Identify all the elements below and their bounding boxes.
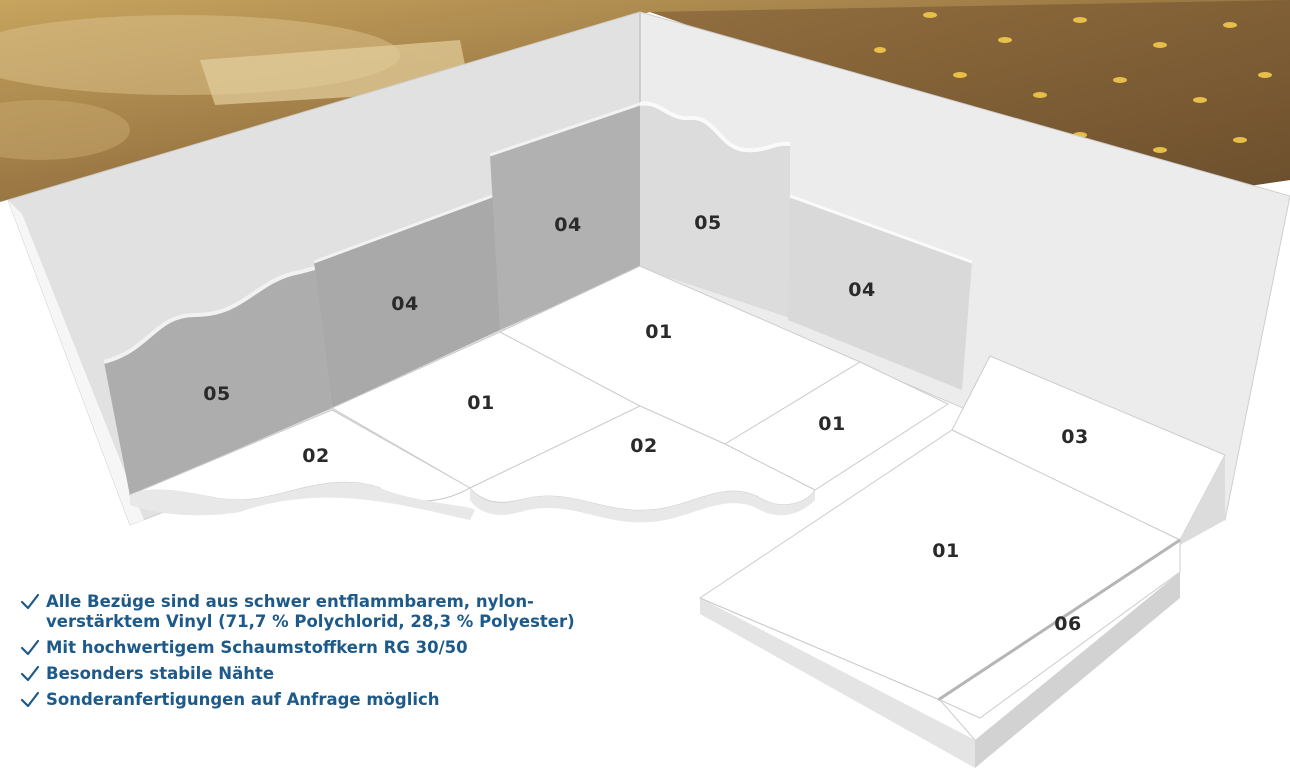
feature-item: Alle Bezüge sind aus schwer entflammbare… xyxy=(20,592,660,632)
label-center-floor-mat: 01 xyxy=(645,321,672,343)
feature-item: Besonders stabile Nähte xyxy=(20,664,660,684)
label-center-wave-wall: 05 xyxy=(694,212,721,234)
feature-text: Sonderanfertigungen auf Anfrage möglich xyxy=(46,690,440,709)
check-icon xyxy=(20,665,40,682)
feature-text: Besonders stabile Nähte xyxy=(46,664,275,683)
label-left-wave-wall: 05 xyxy=(203,383,230,405)
label-edge-strip: 06 xyxy=(1054,613,1081,635)
front-platform xyxy=(698,355,1226,768)
label-left-floor-mat: 01 xyxy=(467,392,494,414)
module-labels: 05 04 04 05 04 01 01 01 02 02 03 01 06 xyxy=(203,212,1088,635)
label-center-semicircle-mat: 02 xyxy=(630,435,657,457)
feature-text-line2: verstärktem Vinyl (71,7 % Polychlorid, 2… xyxy=(46,612,575,631)
back-panels xyxy=(103,101,973,496)
check-icon xyxy=(20,691,40,708)
label-front-floor-mat: 01 xyxy=(932,540,959,562)
floor-mats xyxy=(128,265,950,523)
feature-item: Mit hochwertigem Schaumstoffkern RG 30/5… xyxy=(20,638,660,658)
label-wedge-ramp: 03 xyxy=(1061,426,1088,448)
label-left-back-wall: 04 xyxy=(391,293,418,315)
feature-list: Alle Bezüge sind aus schwer entflammbare… xyxy=(20,592,660,716)
feature-item: Sonderanfertigungen auf Anfrage möglich xyxy=(20,690,660,710)
check-icon xyxy=(20,639,40,656)
label-right-floor-mat: 01 xyxy=(818,413,845,435)
feature-text-line1: Alle Bezüge sind aus schwer entflammbare… xyxy=(46,592,534,611)
label-right-back-wall: 04 xyxy=(848,279,875,301)
label-center-back-wall: 04 xyxy=(554,214,581,236)
feature-text: Mit hochwertigem Schaumstoffkern RG 30/5… xyxy=(46,638,468,657)
check-icon xyxy=(20,593,40,610)
label-left-semicircle-mat: 02 xyxy=(302,445,329,467)
